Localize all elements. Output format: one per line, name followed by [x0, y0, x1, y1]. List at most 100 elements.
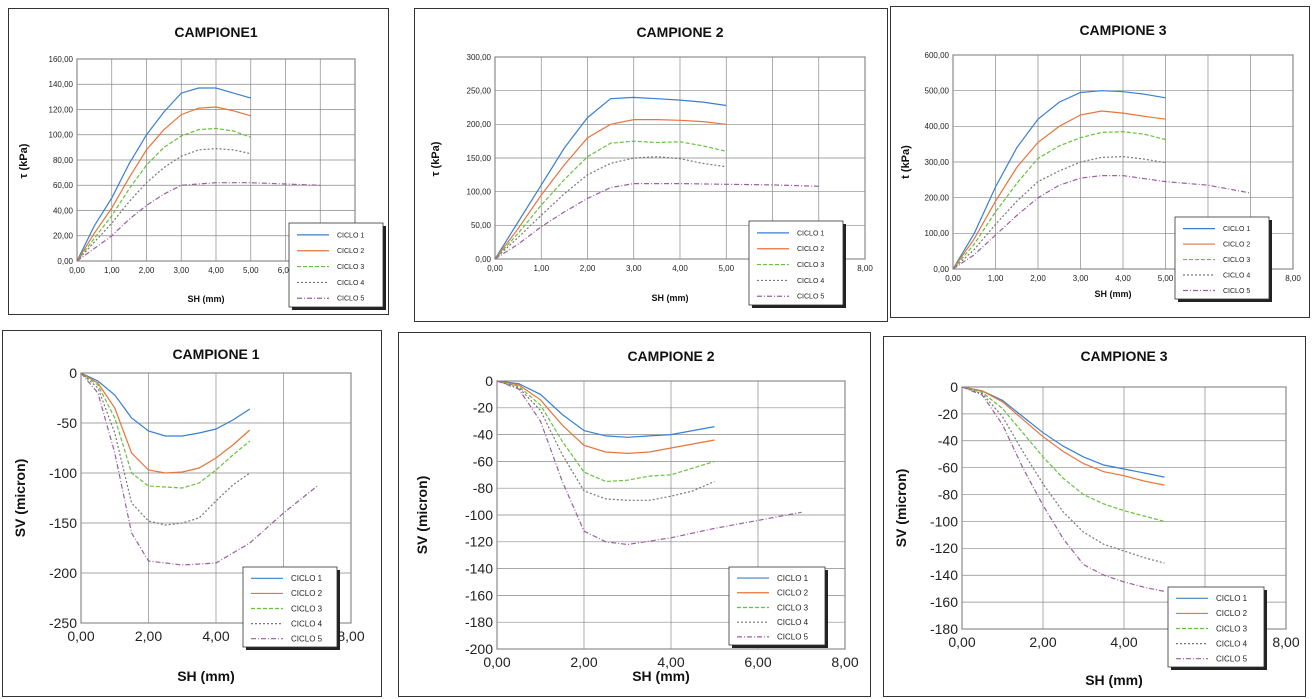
legend-label-ciclo-2: CICLO 2: [1223, 242, 1250, 249]
series-line-ciclo-1: [76, 87, 251, 262]
y-tick-label: 80,00: [53, 156, 74, 165]
y-tick-label: 140,00: [49, 80, 74, 89]
legend-label-ciclo-1: CICLO 1: [1216, 594, 1248, 603]
legend-label-ciclo-5: CICLO 5: [1216, 654, 1248, 663]
legend-box: [728, 566, 826, 646]
y-tick-label: -200: [49, 565, 77, 581]
series-line-ciclo-3: [496, 380, 715, 483]
y-axis-label: SV (micron): [893, 469, 909, 548]
y-tick-label: 400,00: [925, 122, 950, 131]
chart-title: CAMPIONE 2: [627, 348, 714, 364]
x-tick-label: 4,00: [1115, 274, 1131, 283]
x-tick-label: 0,00: [948, 634, 975, 650]
chart-title: CAMPIONE 2: [636, 24, 723, 40]
series-line-ciclo-3: [952, 131, 1166, 270]
x-tick-label: 2,00: [580, 264, 596, 273]
x-tick-label: 6,00: [278, 266, 294, 275]
chart-panel-campione3-tau: CAMPIONE 30,001,002,003,004,005,006,007,…: [890, 6, 1310, 318]
legend-label-ciclo-1: CICLO 1: [797, 230, 824, 237]
series-line-ciclo-2: [496, 380, 715, 455]
y-tick-label: 20,00: [53, 232, 74, 241]
y-axis-label: t (kPa): [900, 145, 912, 179]
legend-label-ciclo-2: CICLO 2: [337, 248, 364, 255]
y-tick-label: -100: [465, 507, 493, 523]
y-tick-label: 0: [485, 373, 493, 389]
chart-title: CAMPIONE1: [174, 24, 257, 40]
y-tick-label: 100,00: [49, 131, 74, 140]
x-tick-label: 5,00: [718, 264, 734, 273]
legend-label-ciclo-1: CICLO 1: [1223, 226, 1250, 233]
y-tick-label: 0: [69, 365, 77, 381]
legend: CICLO 1 CICLO 2 CICLO 3 CICLO 4 CICLO 5: [288, 222, 386, 310]
legend-label-ciclo-1: CICLO 1: [777, 574, 809, 583]
x-axis-label: SH (mm): [187, 294, 224, 304]
legend: CICLO 1 CICLO 2 CICLO 3 CICLO 4 CICLO 5: [242, 566, 340, 650]
x-tick-label: 3,00: [1073, 274, 1089, 283]
series-line-ciclo-2: [80, 372, 251, 474]
x-axis-label: SH (mm): [632, 668, 690, 684]
x-tick-label: 5,00: [1158, 274, 1174, 283]
series-line-ciclo-1: [961, 386, 1165, 478]
y-tick-label: -80: [473, 480, 493, 496]
legend: CICLO 1 CICLO 2 CICLO 3 CICLO 4 CICLO 5: [1174, 216, 1272, 302]
legend-label-ciclo-2: CICLO 2: [777, 589, 809, 598]
chart-panel-campione1-sv: CAMPIONE 10,002,004,006,008,00-250-200-1…: [2, 330, 382, 697]
x-tick-label: 0,00: [67, 628, 94, 644]
series-line-ciclo-4: [494, 156, 727, 260]
legend: CICLO 1 CICLO 2 CICLO 3 CICLO 4 CICLO 5: [728, 566, 828, 648]
x-axis-label: SH (mm): [651, 293, 688, 303]
y-tick-label: -50: [57, 415, 77, 431]
legend-label-ciclo-3: CICLO 3: [1216, 624, 1248, 633]
series-line-ciclo-2: [76, 106, 251, 262]
legend-label-ciclo-3: CICLO 3: [337, 264, 364, 271]
series-line-ciclo-4: [76, 147, 251, 262]
legend-label-ciclo-3: CICLO 3: [291, 604, 323, 613]
x-tick-label: 2,00: [570, 654, 597, 670]
series-line-ciclo-5: [952, 175, 1251, 270]
y-axis-label: τ (kPa): [18, 143, 30, 178]
y-tick-label: -180: [930, 621, 958, 637]
y-tick-label: 250,00: [467, 86, 492, 95]
legend-label-ciclo-4: CICLO 4: [291, 619, 323, 628]
legend-label-ciclo-2: CICLO 2: [1216, 609, 1248, 618]
x-axis-label: SH (mm): [1094, 289, 1131, 299]
series-line-ciclo-5: [496, 380, 802, 546]
legend-label-ciclo-3: CICLO 3: [1223, 257, 1250, 264]
legend-label-ciclo-2: CICLO 2: [291, 589, 323, 598]
chart-svg-campione3-sv: CAMPIONE 30,002,004,006,008,00-180-160-1…: [893, 348, 1300, 688]
chart-svg-campione3-tau: CAMPIONE 30,001,002,003,004,005,006,007,…: [900, 22, 1301, 302]
x-tick-label: 4,00: [208, 266, 224, 275]
legend-box: [1174, 216, 1270, 300]
x-tick-label: 0,00: [945, 274, 961, 283]
legend-label-ciclo-5: CICLO 5: [337, 296, 364, 303]
y-tick-label: -200: [465, 641, 493, 657]
chart-panel-campione1-tau: CAMPIONE1 0,00 1,00 2,00 3,00 4,00 5,00 6,00 0,0…: [8, 8, 389, 315]
legend-label-ciclo-5: CICLO 5: [1223, 288, 1250, 295]
y-tick-label: 0: [950, 379, 958, 395]
legend-label-ciclo-3: CICLO 3: [797, 262, 824, 269]
y-tick-label: -180: [465, 614, 493, 630]
legend-label-ciclo-4: CICLO 4: [777, 618, 809, 627]
y-tick-label: -120: [930, 540, 958, 556]
x-tick-label: 1,00: [533, 264, 549, 273]
legend-box: [748, 220, 844, 306]
y-tick-label: 0,00: [57, 257, 73, 266]
series-line-ciclo-2: [961, 386, 1165, 486]
legend-box: [1167, 586, 1265, 668]
y-tick-label: 60,00: [53, 181, 74, 190]
y-tick-label: 160,00: [49, 55, 74, 64]
y-tick-label: 200,00: [467, 120, 492, 129]
x-tick-label: 1,00: [988, 274, 1004, 283]
series-line-ciclo-3: [961, 386, 1165, 522]
chart-panel-campione2-tau: CAMPIONE 20,001,002,003,004,005,006,007,…: [414, 8, 888, 322]
x-tick-label: 2,00: [1030, 274, 1046, 283]
x-tick-label: 2,00: [139, 266, 155, 275]
y-tick-label: 100,00: [925, 229, 950, 238]
legend: CICLO 1 CICLO 2 CICLO 3 CICLO 4 CICLO 5: [1167, 586, 1267, 670]
chart-svg-campione1-sv: CAMPIONE 10,002,004,006,008,00-250-200-1…: [12, 346, 365, 684]
x-axis-label: SH (mm): [177, 668, 235, 684]
series-line-ciclo-2: [494, 118, 727, 260]
y-tick-label: -20: [938, 406, 958, 422]
y-tick-label: -100: [49, 465, 77, 481]
x-tick-label: 8,00: [831, 654, 858, 670]
